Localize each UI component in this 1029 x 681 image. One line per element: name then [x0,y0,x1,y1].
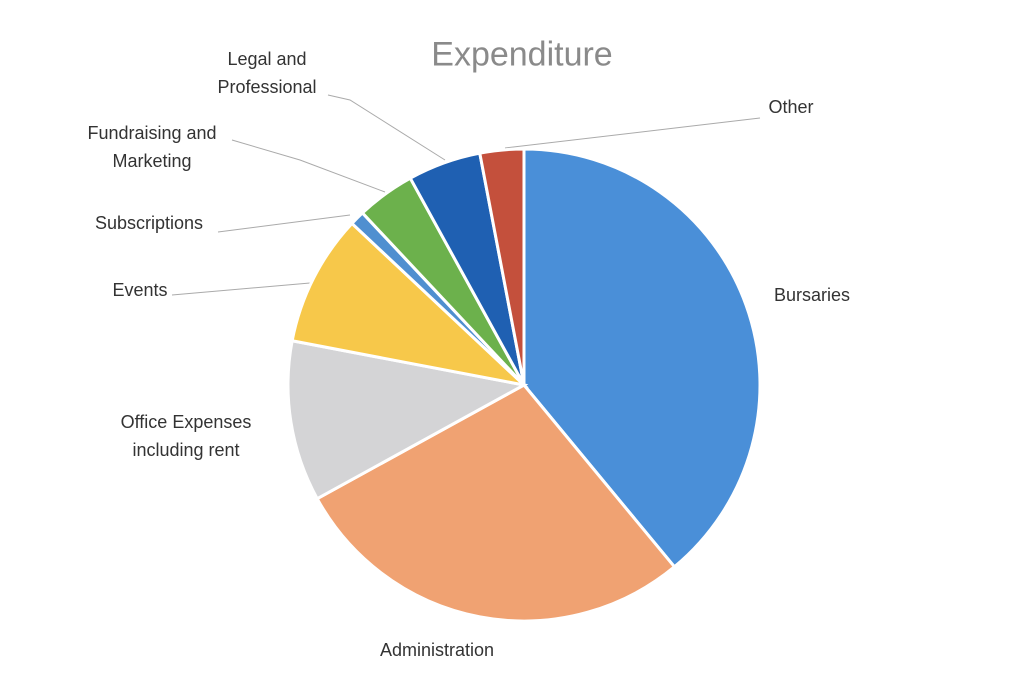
leader-line [504,117,761,149]
pie-slice [478,147,526,386]
chart-title: Expenditure [431,35,613,74]
slice-label: Events [112,280,168,300]
pie-slice [522,147,762,569]
slice-label: Bursaries [773,285,851,305]
slice-label: Subscriptions [94,213,204,233]
slice-label: Legal and Professional [217,49,317,97]
slice-label: Other [768,97,814,117]
leader-line [171,282,311,296]
pie-slice [315,383,677,623]
slice-label: Office Expenses including rent [120,412,252,460]
pie-slice [290,221,529,388]
leader-line [217,214,351,233]
slice-label: Administration [379,640,495,660]
leader-line [231,139,386,193]
pie-slice [286,339,529,501]
slice-label: Fundraising and Marketing [87,123,217,171]
leader-line [327,94,446,161]
